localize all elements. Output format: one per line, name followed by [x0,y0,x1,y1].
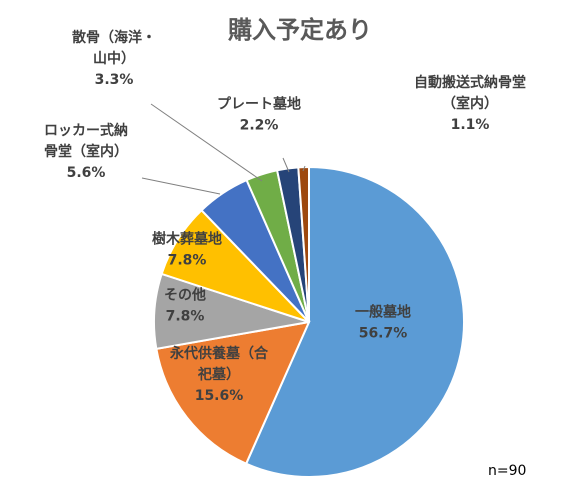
leader-line [141,177,221,195]
slice-name-label: 散骨（海洋・ [72,29,156,46]
slice-name-label: ロッカー式納 [44,122,128,139]
slice-name-label: プレート墓地 [217,96,301,113]
slice-label: プレート墓地 2.2% [217,96,301,134]
leader-line [150,103,263,182]
slice-label: 一般墓地 56.7% [355,304,411,342]
slice-name-label: 自動搬送式納骨堂 [414,74,526,91]
pie-slice [155,320,311,466]
slice-name-label: 山中） [93,50,135,67]
pie-slice [244,165,465,478]
slice-value-label: 56.7% [359,326,408,342]
slice-value-label: 1.1% [451,117,490,133]
slice-name-label: （室内） [442,95,498,112]
slice-name-label: 一般墓地 [355,304,411,321]
slice-value-label: 7.8% [166,309,205,325]
slice-labels: 一般墓地 56.7% 永代供養墓（合祀墓） 15.6% その他 7.8% 樹木葬墓地 7.8%… [44,29,526,404]
slice-value-label: 3.3% [95,72,134,88]
leader-lines [141,103,306,195]
leader-line [302,165,306,172]
slice-label: その他 7.8% [164,287,206,325]
slice-value-label: 15.6% [195,388,244,404]
pie-slice [297,165,310,323]
slice-label: 樹木葬墓地 7.8% [152,231,222,269]
slice-name-label: 永代供養墓（合 [169,345,269,362]
slice-name-label: 樹木葬墓地 [152,231,222,248]
slice-value-label: 7.8% [168,253,207,269]
slice-value-label: 2.2% [240,118,279,134]
slice-label: ロッカー式納骨堂（室内） 5.6% [44,122,128,181]
slice-label: 自動搬送式納骨堂 （室内） 1.1% [414,74,526,133]
slice-name-label: 骨堂（室内） [44,143,128,160]
leader-line [282,157,290,173]
slice-label: 散骨（海洋・山中） 3.3% [72,29,156,88]
slice-label: 永代供養墓（合祀墓） 15.6% [169,345,269,404]
slice-name-label: 祀墓） [197,366,240,383]
sample-size-note: n=90 [488,463,526,479]
chart-title: 購入予定あり [228,16,372,44]
pie-slices [153,165,465,478]
slice-value-label: 5.6% [67,165,106,181]
slice-name-label: その他 [164,287,206,304]
